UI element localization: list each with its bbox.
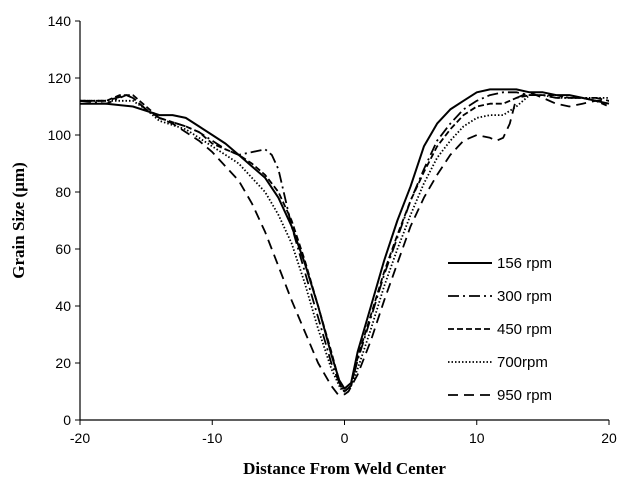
y-tick-label: 60 [55,241,71,257]
y-tick-label: 100 [48,127,72,143]
legend-label-1: 156 rpm [497,255,552,272]
legend-label-4: 700rpm [497,354,548,371]
y-tick-label: 0 [63,412,71,428]
y-tick-label: 80 [55,184,71,200]
legend-label-3: 450 rpm [497,321,552,338]
y-tick-label: 40 [55,298,71,314]
legend-label-2: 300 rpm [497,288,552,305]
series-lines [79,88,610,396]
series-line-2 [79,91,610,393]
legend: 156 rpm 300 rpm 450 rpm 700rpm 950 rpm [448,255,552,404]
x-tick-label: -20 [70,430,90,446]
series-line-4 [80,94,609,393]
y-axis-ticks: 0 20 40 60 80 100 120 140 [48,13,80,428]
x-axis-ticks: -20 -10 0 10 20 [70,420,617,446]
x-axis-title: Distance From Weld Center [243,459,446,478]
x-tick-label: 10 [469,430,485,446]
y-tick-label: 20 [55,355,71,371]
series-line-3 [80,94,610,393]
y-axis-title: Grain Size (µm) [9,162,28,279]
y-tick-label: 120 [48,70,72,86]
x-tick-label: 20 [601,430,617,446]
y-tick-label: 140 [48,13,72,29]
legend-label-5: 950 rpm [497,387,552,404]
x-tick-label: -10 [202,430,222,446]
x-tick-label: 0 [341,430,349,446]
series-line-5 [80,91,609,396]
series-line-1 [80,88,610,390]
plot-area: -20 -10 0 10 20 0 20 40 60 80 100 120 140 [48,13,617,446]
